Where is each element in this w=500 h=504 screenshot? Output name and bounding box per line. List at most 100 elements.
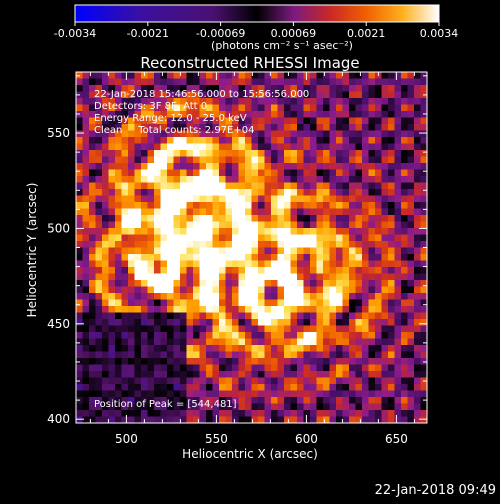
heatmap-cell (102, 111, 109, 118)
heatmap-cell (128, 98, 135, 105)
heatmap-cell (349, 85, 356, 92)
heatmap-cell (394, 163, 402, 170)
heatmap-cell (89, 254, 96, 261)
annotation-clean-counts: Clean Total counts: 2.97E+04 (94, 125, 254, 136)
heatmap-cell (167, 130, 174, 138)
heatmap-cell (212, 306, 220, 313)
heatmap-cell (76, 143, 83, 151)
heatmap-cell (134, 202, 142, 209)
heatmap-cell (115, 208, 122, 216)
heatmap-cell (251, 293, 259, 300)
heatmap-cell (388, 150, 395, 157)
heatmap-cell (420, 124, 428, 131)
heatmap-cell (414, 371, 421, 378)
heatmap-cell (95, 358, 103, 365)
heatmap-cell (284, 91, 291, 99)
heatmap-cell (115, 410, 122, 417)
heatmap-cell (284, 189, 291, 196)
heatmap-cell (375, 98, 382, 105)
heatmap-cell (316, 111, 324, 118)
heatmap-cell (362, 319, 369, 326)
heatmap-cell (167, 260, 174, 268)
heatmap-cell (180, 143, 187, 151)
heatmap-cell (329, 215, 337, 222)
heatmap-cell (147, 221, 155, 229)
heatmap-cell (290, 377, 298, 385)
heatmap-cell (271, 208, 278, 216)
heatmap-cell (147, 137, 155, 144)
heatmap-cell (355, 221, 363, 229)
heatmap-cell (258, 371, 265, 378)
heatmap-cell (401, 91, 408, 99)
heatmap-cell (238, 228, 246, 235)
heatmap-cell (173, 273, 181, 281)
heatmap-cell (258, 358, 265, 365)
heatmap-cell (154, 254, 161, 261)
heatmap-cell (238, 377, 246, 385)
heatmap-cell (271, 319, 278, 326)
heatmap-cell (401, 189, 408, 196)
heatmap-cell (401, 169, 408, 177)
heatmap-cell (173, 358, 181, 365)
heatmap-cell (193, 111, 200, 118)
heatmap-cell (199, 215, 207, 222)
heatmap-cell (128, 260, 135, 268)
heatmap-cell (193, 325, 200, 333)
heatmap-cell (95, 150, 103, 157)
heatmap-cell (180, 364, 187, 372)
heatmap-cell (251, 312, 259, 320)
heatmap-cell (134, 351, 142, 359)
heatmap-cell (323, 169, 330, 177)
heatmap-cell (89, 377, 96, 385)
heatmap-cell (303, 293, 311, 300)
heatmap-cell (368, 306, 376, 313)
heatmap-cell (316, 98, 324, 105)
heatmap-cell (89, 345, 96, 352)
heatmap-cell (303, 208, 311, 216)
heatmap-cell (238, 338, 246, 346)
heatmap-cell (362, 351, 369, 359)
heatmap-cell (89, 208, 96, 216)
heatmap-cell (212, 377, 220, 385)
heatmap-cell (206, 215, 213, 222)
heatmap-cell (115, 202, 122, 209)
heatmap-cell (128, 384, 135, 391)
heatmap-cell (407, 241, 415, 248)
heatmap-cell (193, 273, 200, 281)
heatmap-cell (225, 312, 233, 320)
heatmap-cell (238, 104, 246, 112)
heatmap-cell (297, 111, 304, 118)
heatmap-cell (186, 325, 194, 333)
heatmap-cell (121, 228, 129, 235)
heatmap-cell (82, 267, 90, 274)
heatmap-cell (102, 312, 109, 320)
heatmap-cell (407, 156, 415, 164)
heatmap-cell (238, 299, 246, 307)
heatmap-cell (290, 364, 298, 372)
heatmap-cell (186, 78, 194, 86)
heatmap-cell (297, 358, 304, 365)
heatmap-cell (108, 384, 116, 391)
heatmap-cell (121, 182, 129, 190)
heatmap-cell (368, 156, 376, 164)
heatmap-cell (219, 384, 226, 391)
heatmap-cell (316, 85, 324, 92)
heatmap-cell (141, 351, 148, 359)
heatmap-cell (381, 384, 389, 391)
heatmap-cell (355, 163, 363, 170)
heatmap-cell (316, 208, 324, 216)
heatmap-cell (303, 351, 311, 359)
heatmap-cell (290, 299, 298, 307)
heatmap-cell (160, 85, 168, 92)
heatmap-cell (186, 260, 194, 268)
heatmap-cell (401, 397, 408, 404)
heatmap-cell (147, 189, 155, 196)
heatmap-cell (388, 286, 395, 294)
heatmap-cell (245, 189, 252, 196)
heatmap-cell (323, 403, 330, 411)
heatmap-cell (303, 273, 311, 281)
heatmap-cell (167, 280, 174, 287)
heatmap-cell (89, 156, 96, 164)
heatmap-cell (199, 228, 207, 235)
